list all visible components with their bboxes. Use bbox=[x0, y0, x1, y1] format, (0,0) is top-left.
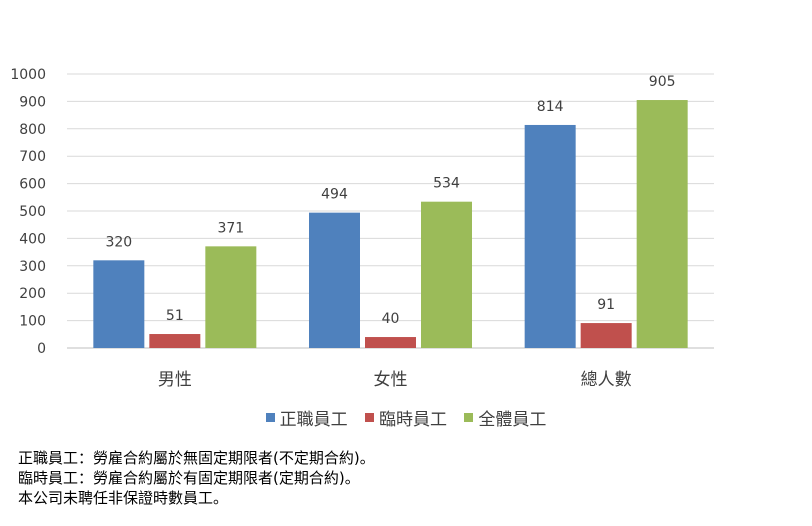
legend: 正職員工 臨時員工 全體員工 bbox=[0, 405, 812, 430]
bar bbox=[421, 201, 472, 348]
category-label: 總人數 bbox=[581, 370, 632, 390]
y-tick-label: 100 bbox=[19, 314, 46, 330]
y-tick-label: 400 bbox=[19, 231, 46, 247]
legend-item-0: 正職員工 bbox=[265, 405, 348, 430]
bar bbox=[93, 260, 145, 348]
legend-label-2: 全體員工 bbox=[478, 410, 547, 430]
bar bbox=[205, 246, 257, 348]
y-tick-label: 200 bbox=[19, 286, 46, 302]
y-tick-label: 300 bbox=[19, 259, 46, 275]
y-tick-label: 700 bbox=[19, 149, 46, 165]
footnote-3: 本公司未聘任非保證時數員工。 bbox=[18, 489, 229, 507]
legend-swatch-0 bbox=[265, 413, 275, 422]
legend-label-1: 臨時員工 bbox=[379, 410, 447, 430]
y-tick-label: 0 bbox=[37, 341, 46, 357]
bar bbox=[524, 124, 576, 349]
bars bbox=[93, 100, 688, 349]
data-label: 814 bbox=[537, 99, 564, 115]
bar bbox=[365, 337, 416, 348]
category-label: 男性 bbox=[158, 370, 192, 390]
legend-item-2: 全體員工 bbox=[464, 405, 546, 430]
data-label: 905 bbox=[649, 74, 676, 90]
bar bbox=[309, 212, 360, 348]
bar bbox=[149, 334, 201, 348]
data-labels: 320 51 371 494 40 534 814 91 905 bbox=[105, 74, 675, 327]
footnote-1: 正職員工：勞雇合約屬於無固定期限者(不定期合約)。 bbox=[18, 449, 375, 467]
y-axis-ticks: 0 100 200 300 400 500 600 700 800 900 1000 bbox=[10, 67, 46, 357]
legend-item-1: 臨時員工 bbox=[365, 405, 447, 430]
bar bbox=[580, 323, 632, 348]
footnote-2: 臨時員工：勞雇合約屬於有固定期限者(定期合約)。 bbox=[18, 469, 360, 487]
bar bbox=[636, 100, 688, 348]
y-tick-label: 1000 bbox=[10, 67, 46, 83]
legend-swatch-1 bbox=[365, 413, 374, 422]
bar-chart: 0 100 200 300 400 500 600 700 800 900 1000 320 51 37… bbox=[10, 67, 714, 390]
legend-label-0: 正職員工 bbox=[279, 410, 348, 430]
data-label: 91 bbox=[597, 297, 615, 313]
data-label: 320 bbox=[105, 234, 132, 250]
gridlines bbox=[67, 73, 714, 349]
category-labels: 男性 女性 總人數 bbox=[158, 370, 632, 390]
y-tick-label: 800 bbox=[19, 122, 46, 138]
data-label: 40 bbox=[382, 311, 400, 327]
data-label: 494 bbox=[321, 187, 348, 203]
y-tick-label: 500 bbox=[19, 204, 46, 220]
footnotes: 正職員工：勞雇合約屬於無固定期限者(不定期合約)。 臨時員工：勞雇合約屬於有固定… bbox=[18, 448, 375, 508]
legend-swatch-2 bbox=[464, 413, 474, 422]
y-tick-label: 900 bbox=[19, 94, 46, 110]
data-label: 371 bbox=[217, 220, 244, 236]
y-tick-label: 600 bbox=[19, 177, 46, 193]
data-label: 51 bbox=[166, 308, 184, 324]
data-label: 534 bbox=[433, 176, 460, 192]
category-label: 女性 bbox=[374, 370, 408, 390]
